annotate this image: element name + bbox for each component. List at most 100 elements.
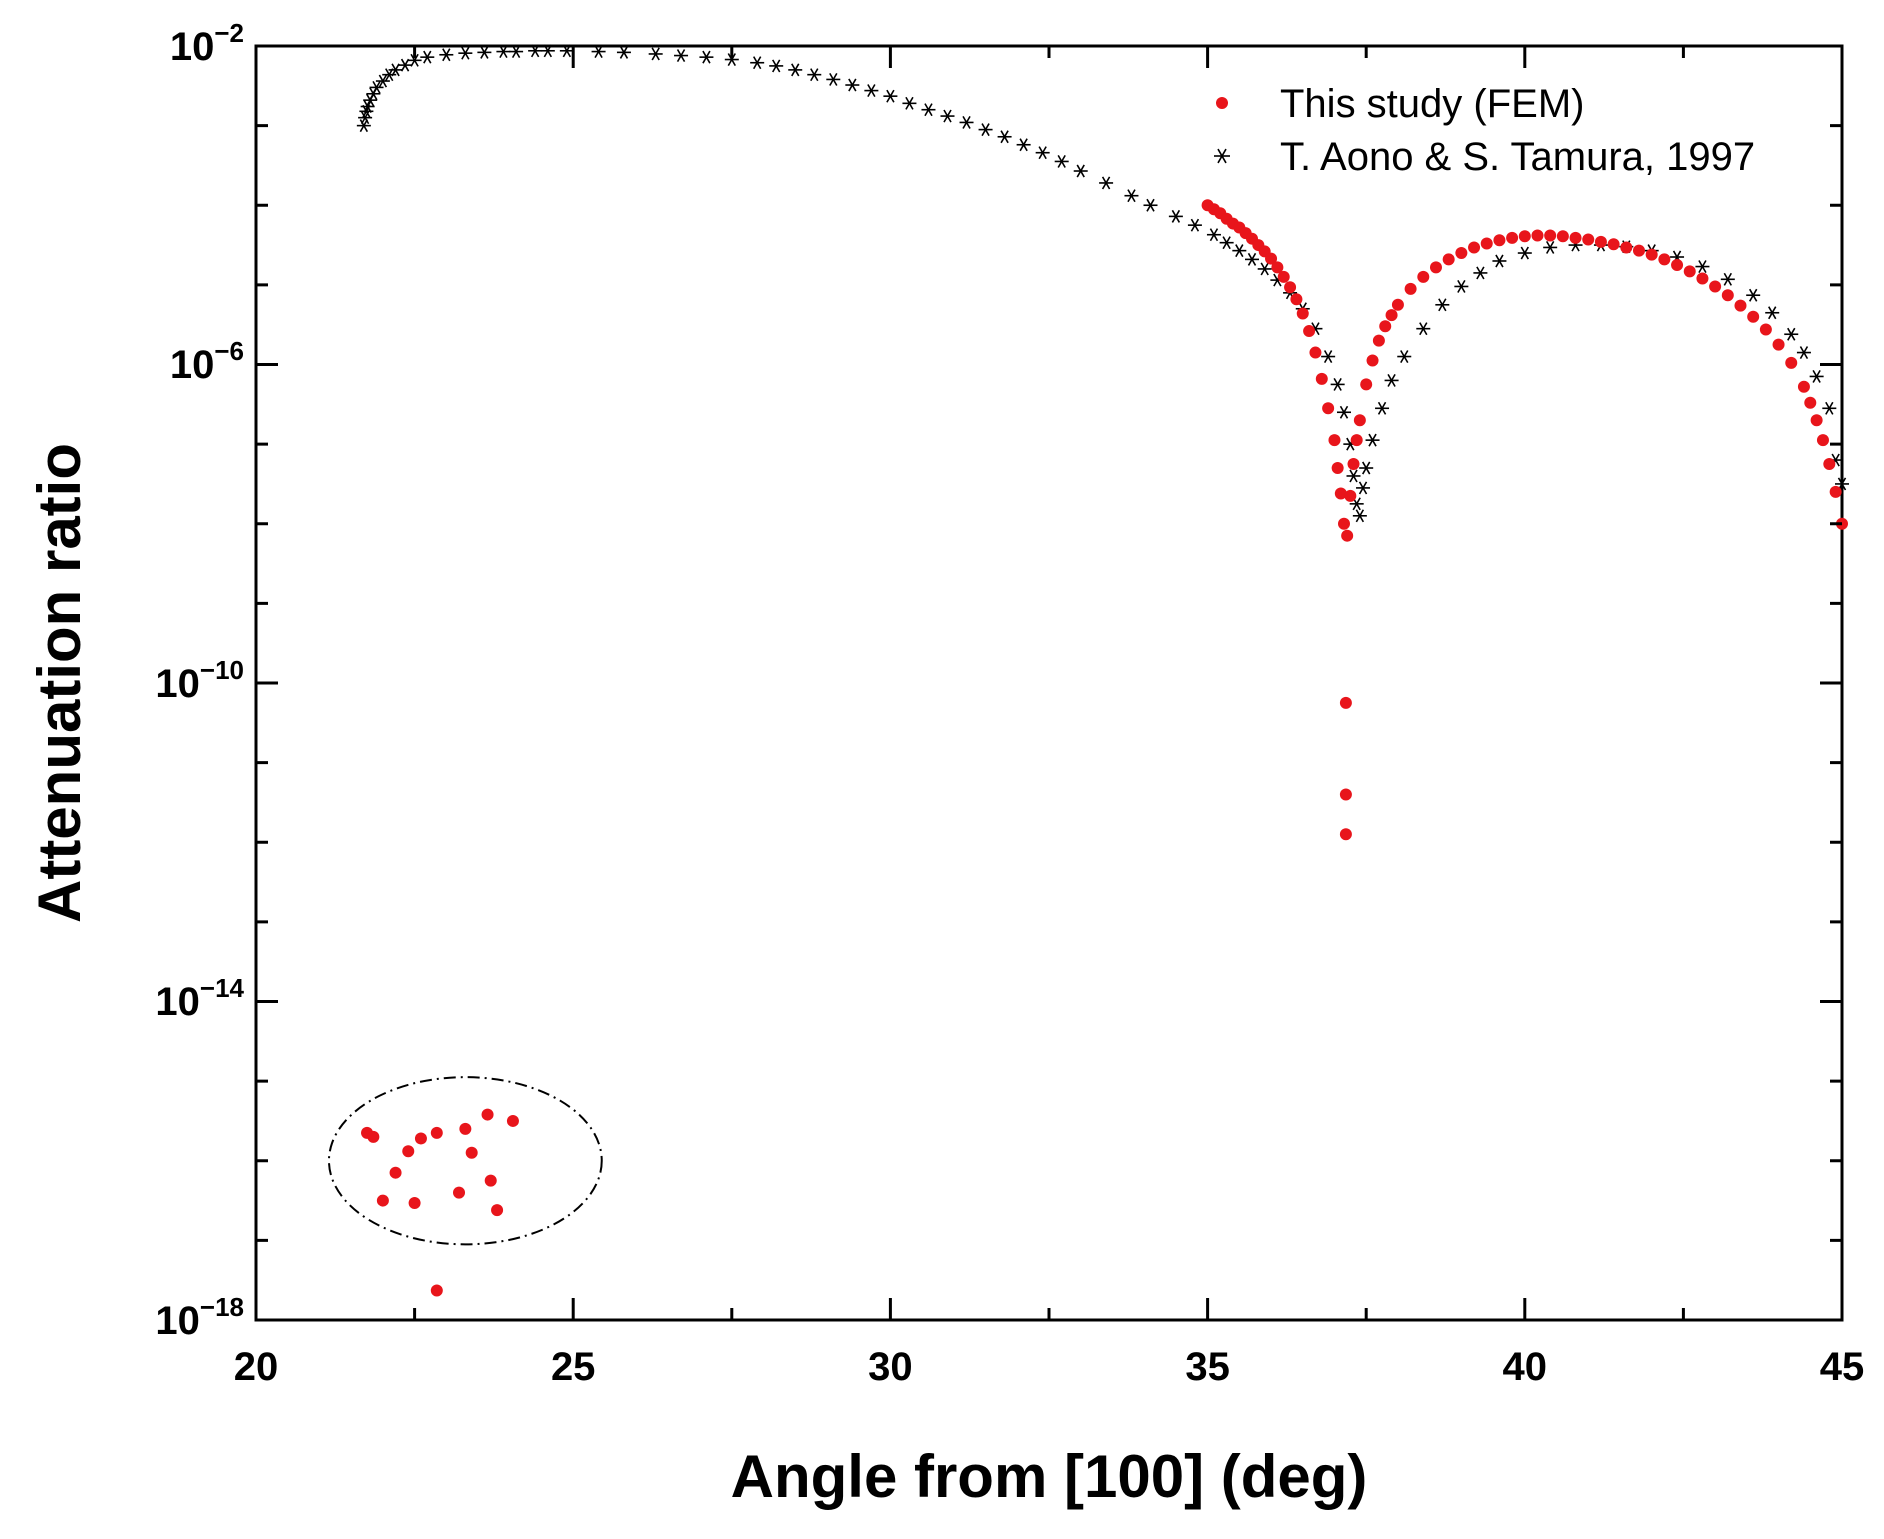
point-ref-52	[1232, 244, 1247, 258]
point-ref-30	[807, 68, 822, 82]
point-ref-17	[509, 45, 524, 59]
point-ref-73	[1435, 298, 1450, 312]
point-fem-70	[1823, 458, 1836, 471]
point-ref-76	[1492, 254, 1507, 268]
point-ref-85	[1720, 272, 1735, 286]
point-ref-0	[356, 119, 371, 133]
point-fem-10	[1265, 252, 1278, 265]
point-fem-63	[1759, 323, 1772, 336]
point-ref-54	[1257, 262, 1272, 276]
point-ref-3	[360, 100, 375, 113]
point-fem-54	[1645, 248, 1658, 261]
legend-marker-ref	[1214, 148, 1230, 164]
point-fem-49	[1582, 233, 1595, 246]
point-ref-49	[1187, 218, 1202, 232]
point-fem-60	[1721, 289, 1734, 302]
legend-label-ref: T. Aono & S. Tamura, 1997	[1280, 135, 1755, 179]
point-ref-90	[1809, 369, 1824, 383]
point-ref-77	[1517, 246, 1532, 260]
point-fem-71	[1829, 485, 1842, 498]
point-fem-19	[1322, 402, 1335, 415]
point-fem-88	[484, 1174, 497, 1187]
point-ref-91	[1822, 401, 1837, 415]
point-fem-66	[1797, 380, 1810, 393]
legend-marker-fem	[1216, 97, 1228, 109]
point-ref-72	[1416, 322, 1431, 336]
point-fem-69	[1816, 434, 1829, 447]
legend-asterisk	[1214, 148, 1230, 164]
point-fem-43	[1506, 231, 1519, 244]
point-fem-30	[1366, 354, 1379, 367]
point-ref-44	[1073, 164, 1088, 178]
point-ref-42	[1035, 146, 1050, 160]
point-fem-34	[1391, 298, 1404, 311]
point-fem-37	[1429, 261, 1442, 274]
point-fem-85	[459, 1122, 472, 1135]
point-fem-59	[1709, 280, 1722, 293]
y-tick-label-4: 10−18	[155, 1292, 244, 1343]
point-fem-48	[1569, 231, 1582, 244]
point-fem-77	[367, 1130, 380, 1143]
point-fem-87	[481, 1108, 494, 1121]
point-ref-31	[826, 72, 841, 86]
point-ref-47	[1143, 198, 1158, 212]
point-fem-21	[1331, 462, 1344, 475]
point-ref-12	[420, 50, 435, 64]
point-ref-33	[864, 84, 879, 98]
point-fem-40	[1468, 241, 1481, 254]
point-fem-47	[1556, 230, 1569, 243]
point-fem-91	[430, 1284, 443, 1297]
point-ref-14	[458, 46, 473, 60]
point-fem-52	[1620, 241, 1633, 254]
point-ref-16	[496, 45, 511, 59]
y-tick-label-3: 10−14	[155, 973, 244, 1024]
point-ref-10	[398, 58, 413, 72]
point-fem-62	[1747, 310, 1760, 323]
point-fem-15	[1296, 307, 1309, 320]
point-fem-32	[1379, 320, 1392, 333]
point-fem-39	[1455, 247, 1468, 260]
point-fem-13	[1284, 281, 1297, 294]
point-ref-27	[750, 56, 765, 70]
point-ref-87	[1765, 306, 1780, 320]
point-fem-29	[1360, 378, 1373, 391]
point-ref-86	[1746, 288, 1761, 302]
point-ref-28	[769, 59, 784, 73]
point-fem-73	[1339, 696, 1352, 709]
point-ref-38	[959, 115, 974, 129]
point-ref-13	[439, 48, 454, 62]
point-fem-82	[414, 1132, 427, 1145]
point-fem-53	[1632, 244, 1645, 257]
point-ref-39	[978, 123, 993, 137]
point-ref-15	[477, 45, 492, 59]
annotation-ellipse	[327, 1076, 603, 1246]
x-tick-label-0: 20	[234, 1345, 279, 1389]
point-fem-38	[1442, 253, 1455, 266]
point-ref-40	[997, 130, 1012, 144]
x-tick-label-3: 35	[1185, 1345, 1230, 1389]
x-tick-label-2: 30	[868, 1345, 913, 1389]
point-ref-36	[921, 103, 936, 117]
point-ref-75	[1473, 266, 1488, 280]
point-fem-83	[430, 1126, 443, 1139]
point-fem-58	[1696, 272, 1709, 285]
point-ref-22	[616, 45, 631, 59]
point-ref-34	[883, 89, 898, 103]
plot-area	[254, 44, 1844, 1322]
point-fem-41	[1480, 237, 1493, 250]
point-fem-18	[1315, 372, 1328, 385]
point-ref-25	[699, 50, 714, 64]
point-ref-41	[1016, 138, 1031, 152]
y-axis-title: Attenuation ratio	[26, 443, 93, 923]
point-ref-68	[1365, 433, 1380, 447]
point-fem-89	[491, 1204, 504, 1217]
point-fem-24	[1341, 529, 1354, 542]
point-ref-51	[1219, 236, 1234, 250]
point-fem-61	[1734, 299, 1747, 312]
point-ref-63	[1346, 469, 1361, 483]
point-fem-74	[1339, 788, 1352, 801]
point-fem-20	[1328, 434, 1341, 447]
point-fem-79	[389, 1166, 402, 1179]
point-ref-78	[1543, 240, 1558, 254]
